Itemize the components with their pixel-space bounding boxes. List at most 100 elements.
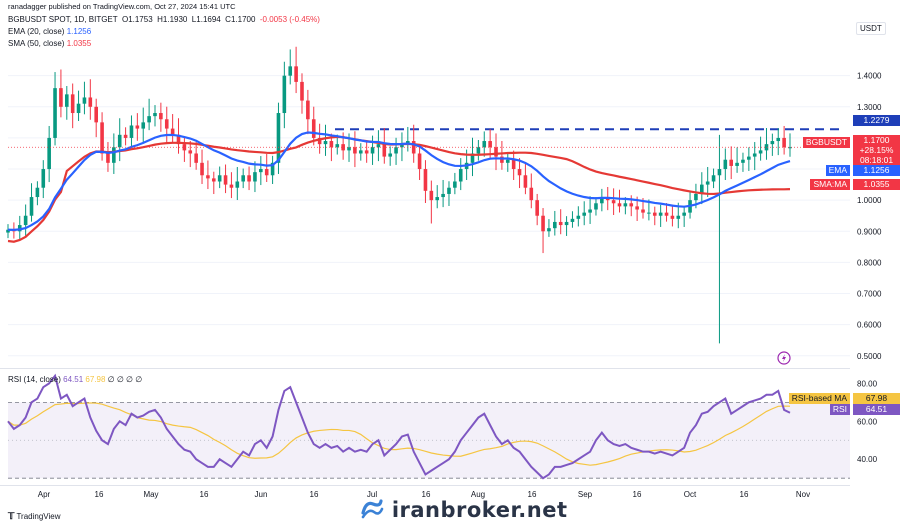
candle-body — [488, 141, 492, 148]
candle-body — [776, 137, 781, 142]
candle-body — [576, 215, 581, 219]
candle-body — [329, 141, 334, 148]
candle-body — [523, 175, 528, 188]
candle-body — [370, 147, 375, 154]
tv-logo-text: TradingView — [16, 512, 61, 521]
candle-body — [782, 137, 786, 148]
pane-separator[interactable] — [0, 368, 850, 369]
candle-body — [6, 229, 10, 233]
time-tick-label: 16 — [310, 490, 319, 499]
candle-body — [64, 94, 69, 107]
time-tick-label: 16 — [422, 490, 431, 499]
price-gridlines — [8, 75, 850, 357]
rsi-ma-tag-label: RSI-based MA — [788, 393, 850, 404]
candle-body — [17, 225, 22, 232]
price-tick-label: 0.5000 — [857, 352, 882, 361]
time-tick-label: 16 — [740, 490, 749, 499]
tradingview-logo[interactable]: 𝕋 TradingView — [8, 511, 60, 522]
candle-body — [623, 203, 628, 207]
candle-body — [323, 141, 328, 145]
candle-body — [47, 137, 51, 170]
candle-body — [358, 150, 363, 154]
candle-body — [447, 187, 451, 194]
candle-body — [476, 147, 481, 154]
time-tick-label: 16 — [200, 490, 209, 499]
watermark-text: iranbroker.net — [391, 498, 568, 522]
candle-body — [300, 81, 304, 101]
rsi-tick-label: 60.00 — [857, 417, 878, 426]
candle-body — [541, 215, 545, 232]
tv-logo-icon: 𝕋 — [8, 511, 15, 521]
candle-body — [747, 156, 751, 160]
candle-body — [23, 215, 28, 226]
ema-legend[interactable]: EMA (20, close) 1.1256 — [8, 27, 91, 36]
candle-body — [259, 169, 263, 173]
time-tick-label: Jul — [367, 490, 377, 499]
candle-body — [347, 147, 351, 151]
price-tick-label: 1.4000 — [857, 72, 882, 81]
candle-body — [229, 184, 234, 188]
candlestick-series — [6, 46, 792, 344]
ema-20-line — [7, 131, 791, 231]
candle-body — [770, 141, 775, 145]
last-price-tag: 1.1700 +28.15% 08:18:01 — [853, 135, 900, 165]
candle-body — [635, 206, 639, 210]
candle-body — [159, 113, 163, 120]
time-axis: Apr 16 May 16 Jun 16 Jul 16 Aug 16 Sep 16 Oct 16 Nov — [38, 490, 810, 499]
candle-body — [594, 203, 598, 210]
sma-legend[interactable]: SMA (50, close) 1.0355 — [8, 39, 91, 48]
candle-body — [176, 134, 181, 145]
time-tick-label: Nov — [796, 490, 810, 499]
candle-body — [582, 212, 587, 216]
ema-tag-label: EMA — [825, 165, 850, 176]
rsi-legend[interactable]: RSI (14, close) 64.51 67.98 ∅ ∅ ∅ ∅ — [8, 375, 142, 384]
candle-body — [235, 181, 240, 188]
candle-body — [112, 147, 116, 163]
currency-button[interactable]: USDT — [856, 22, 886, 35]
candle-body — [529, 187, 534, 201]
candle-body — [764, 144, 769, 151]
candle-body — [194, 153, 198, 163]
rsi-tag-label: RSI — [829, 404, 850, 415]
candle-body — [694, 193, 698, 201]
bar-countdown: 08:18:01 — [859, 155, 894, 165]
rsi-ma-legend-value: 67.98 — [85, 375, 106, 384]
symbol-header: BGBUSDT SPOT, 1D, BITGET O1.1753 H1.1930… — [8, 15, 320, 24]
candle-body — [200, 162, 204, 176]
watermark-logo-icon — [361, 499, 384, 519]
candle-body — [717, 169, 722, 176]
candle-body — [123, 134, 128, 138]
price-tick-label: 0.7000 — [857, 290, 882, 299]
candle-body — [535, 200, 539, 216]
time-tick-label: 16 — [95, 490, 104, 499]
close-value: 1.1700 — [230, 15, 256, 24]
rsi-guides — [8, 401, 850, 479]
resistance-price-tag: 1.2279 — [853, 115, 900, 126]
candle-body — [641, 209, 645, 213]
candle-body — [735, 162, 739, 166]
candle-body — [729, 159, 734, 166]
rsi-axis: 40.00 60.00 80.00 — [857, 379, 878, 464]
candle-body — [400, 144, 404, 148]
low-value: 1.1694 — [196, 15, 221, 24]
candle-body — [453, 181, 457, 188]
sma-tag-value: 1.0355 — [853, 179, 900, 190]
candle-body — [700, 184, 704, 194]
alert-icon — [777, 351, 791, 365]
candle-body — [711, 175, 716, 182]
candle-body — [723, 159, 728, 170]
candle-body — [617, 203, 622, 207]
rsi-tick-label: 40.00 — [857, 455, 878, 464]
candle-body — [429, 190, 434, 201]
candle-body — [153, 113, 157, 117]
candle-body — [758, 150, 763, 154]
candle-body — [500, 156, 504, 163]
candle-body — [141, 122, 146, 129]
candle-body — [664, 212, 669, 216]
candle-body — [288, 66, 293, 76]
candle-body — [588, 209, 592, 213]
change-value: -0.0053 (-0.45%) — [259, 15, 320, 24]
rsi-line — [7, 373, 791, 480]
candle-body — [82, 97, 87, 104]
